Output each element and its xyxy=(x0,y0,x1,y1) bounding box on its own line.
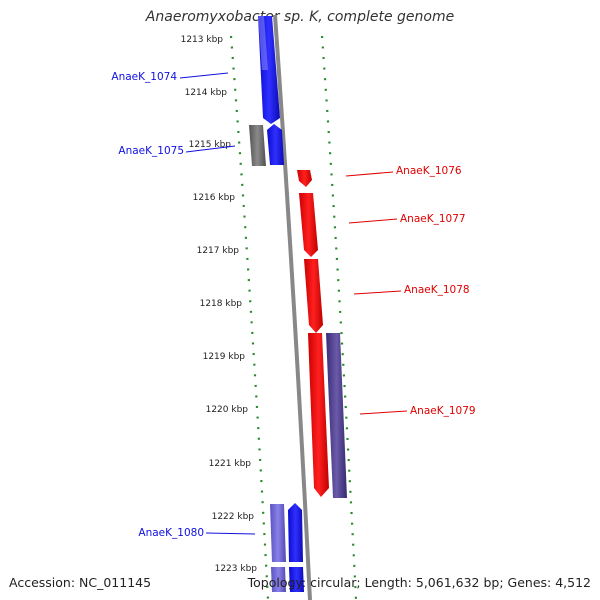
gene-features xyxy=(249,16,347,592)
gene-feature-anaek-1080[interactable] xyxy=(270,504,286,562)
gene-feature-anaek-1079[interactable] xyxy=(308,333,329,497)
accession-text: Accession: NC_011145 xyxy=(9,575,152,590)
tick-label: 1217 kbp xyxy=(197,246,240,256)
tick-label: 1219 kbp xyxy=(203,352,246,362)
gene-feature-anaek-1074[interactable] xyxy=(258,16,280,124)
gene-label-anaek-1079[interactable]: AnaeK_1079 xyxy=(410,405,476,417)
scale-ticks: 1213 kbp 1214 kbp 1215 kbp 1216 kbp 1217… xyxy=(181,35,258,574)
gene-feature-other[interactable] xyxy=(249,125,266,166)
gene-feature-bottom[interactable] xyxy=(271,567,286,592)
gene-label-anaek-1076[interactable]: AnaeK_1076 xyxy=(396,165,462,177)
gene-feature-anaek-1074-light xyxy=(258,16,268,70)
map-title: Anaeromyxobacter sp. K, complete genome xyxy=(145,9,455,25)
gene-feature-anaek-1079-b[interactable] xyxy=(326,333,347,498)
gene-label-anaek-1077[interactable]: AnaeK_1077 xyxy=(400,213,466,225)
tick-label: 1218 kbp xyxy=(200,299,243,309)
gene-labels: AnaeK_1074 AnaeK_1075 AnaeK_1076 AnaeK_1… xyxy=(111,71,475,539)
tick-label: 1213 kbp xyxy=(181,35,224,45)
gene-feature-bottom-b[interactable] xyxy=(289,567,304,592)
gene-feature-anaek-1080-b[interactable] xyxy=(288,503,303,562)
gene-label-anaek-1080[interactable]: AnaeK_1080 xyxy=(138,527,204,539)
gene-label-anaek-1078[interactable]: AnaeK_1078 xyxy=(404,284,470,296)
label-leaders xyxy=(179,72,408,535)
tick-label: 1216 kbp xyxy=(193,193,236,203)
gene-feature-anaek-1078[interactable] xyxy=(304,259,323,333)
outer-tick-line xyxy=(320,35,358,600)
gene-label-anaek-1075[interactable]: AnaeK_1075 xyxy=(118,145,184,157)
gene-feature-anaek-1077[interactable] xyxy=(299,193,318,257)
tick-label: 1214 kbp xyxy=(185,88,228,98)
genome-summary-text: Topology: circular; Length: 5,061,632 bp… xyxy=(247,575,591,590)
tick-label: 1221 kbp xyxy=(209,459,252,469)
gene-feature-anaek-1076[interactable] xyxy=(297,170,312,187)
gene-label-anaek-1074[interactable]: AnaeK_1074 xyxy=(111,71,177,83)
tick-label: 1223 kbp xyxy=(215,564,258,574)
tick-label: 1220 kbp xyxy=(206,405,249,415)
tick-label: 1215 kbp xyxy=(189,140,232,150)
genome-backbone xyxy=(273,14,312,600)
gene-feature-anaek-1075[interactable] xyxy=(267,124,284,165)
inner-tick-line xyxy=(229,35,270,600)
tick-label: 1222 kbp xyxy=(212,512,255,522)
